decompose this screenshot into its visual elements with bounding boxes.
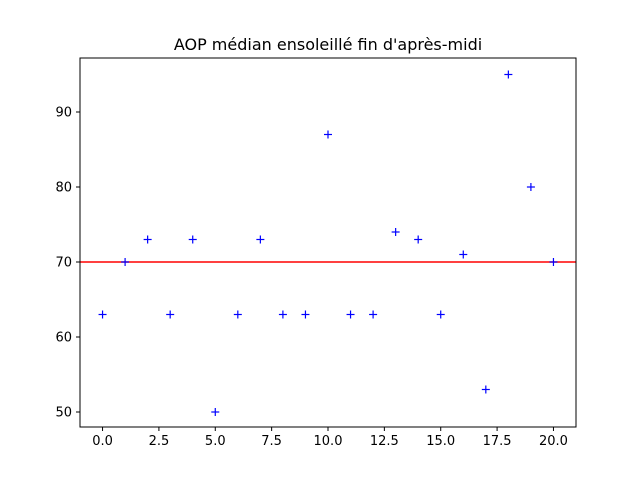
data-point [369,310,378,319]
x-tick-label: 17.5 [483,434,512,449]
data-point [526,183,535,191]
data-point [256,235,265,244]
data-point [436,310,445,319]
data-point [391,228,400,236]
data-point [301,310,310,319]
plot-area [80,70,576,416]
x-tick-label: 7.5 [261,434,282,449]
data-point [549,258,558,266]
chart-title: AOP médian ensoleillé fin d'après-midi [174,35,482,54]
y-tick-label: 90 [55,106,72,121]
x-tick-label: 10.0 [314,434,343,449]
y-tick-label: 70 [55,256,72,271]
axes-frame [79,57,577,428]
data-point [98,310,107,319]
data-point [481,385,490,394]
data-point [166,310,175,319]
data-point [233,310,242,319]
x-axis: 0.0 2.5 5.0 7.5 10.0 12.5 15.0 17.5 20.0 [92,427,568,449]
y-tick-label: 50 [55,406,72,421]
y-tick-label: 60 [55,331,72,346]
data-point [504,70,513,79]
x-tick-label: 0.0 [92,434,113,449]
x-tick-label: 12.5 [370,434,399,449]
x-tick-label: 2.5 [149,434,170,449]
x-tick-label: 15.0 [426,434,455,449]
data-point [324,130,332,139]
data-point [278,310,287,319]
x-tick-label: 20.0 [539,434,568,449]
data-point [188,235,197,244]
data-point [459,250,468,259]
data-point [121,258,130,266]
data-point [346,310,355,319]
y-tick-label: 80 [55,181,72,196]
y-axis: 50 60 70 80 90 [55,106,80,421]
x-tick-label: 5.0 [205,434,226,449]
data-point [414,235,423,244]
data-point [211,408,220,416]
data-point [143,235,152,244]
